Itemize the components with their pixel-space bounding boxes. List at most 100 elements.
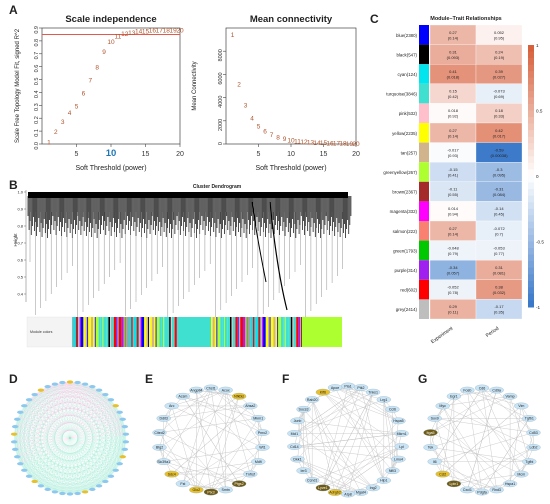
data-point: 5 xyxy=(75,103,79,110)
network-edge xyxy=(62,382,120,413)
network-edge xyxy=(54,384,123,420)
network-edge xyxy=(14,441,120,464)
x-tick-label: 10 xyxy=(287,151,295,158)
colorbar-segment xyxy=(528,103,534,111)
network-edge xyxy=(62,382,116,471)
colorbar-segment xyxy=(528,287,534,295)
network-node xyxy=(394,443,409,450)
cell-pvalue: (0.79) xyxy=(448,251,459,256)
data-point: 6 xyxy=(263,129,267,136)
y-tick-label: 8000 xyxy=(218,49,224,61)
data-point: 16 xyxy=(326,140,334,147)
cell-correlation: -0.15 xyxy=(448,167,458,172)
network-node xyxy=(365,388,381,396)
network-edge xyxy=(467,447,534,491)
network-node-label: Ier3 xyxy=(300,469,306,473)
network-edge xyxy=(54,426,125,492)
colorbar-segment xyxy=(528,130,534,138)
module-color-bar xyxy=(125,317,127,347)
network-edge xyxy=(110,412,120,477)
module-color-bar xyxy=(268,317,270,347)
network-node xyxy=(189,386,204,394)
colorbar-segment xyxy=(528,300,534,308)
module-color-bar xyxy=(260,317,262,347)
network-edge xyxy=(29,476,93,490)
module-color-bar xyxy=(227,317,230,347)
data-point: 20 xyxy=(176,27,184,34)
network-node xyxy=(446,392,462,400)
y-axis-label: Scale Free Topology Model Fit, signed R^… xyxy=(15,28,21,143)
network-edge xyxy=(430,432,522,475)
network-edge xyxy=(69,381,100,486)
network-edge xyxy=(17,419,25,471)
network-node xyxy=(385,405,400,413)
network-edge xyxy=(29,456,123,477)
network-node-label: Il6 xyxy=(433,460,437,464)
network-edge xyxy=(15,426,86,492)
network-node-label: Sox9 xyxy=(431,417,439,421)
colorbar-segment xyxy=(528,90,534,98)
data-point: 2 xyxy=(54,129,58,136)
module-color-bar xyxy=(217,317,221,347)
network-edge xyxy=(297,420,374,488)
network-edge xyxy=(15,384,55,450)
data-point: 16 xyxy=(149,27,157,34)
network-edge xyxy=(210,418,259,493)
module-color-bar xyxy=(133,317,137,347)
network-edge xyxy=(54,384,125,450)
module-color-bar xyxy=(116,317,118,347)
module-color-bar xyxy=(131,317,133,347)
data-point: 7 xyxy=(88,78,92,85)
network-edge xyxy=(15,399,111,450)
module-label: green(1793) xyxy=(393,248,417,253)
network-edge xyxy=(40,390,71,495)
network-edge xyxy=(20,412,41,486)
network-node-label: Cd9a xyxy=(492,388,501,392)
network-node xyxy=(14,417,21,421)
dendrogram-deep-branch xyxy=(269,201,288,311)
network-edge xyxy=(34,419,123,482)
colorbar-segment xyxy=(528,280,534,288)
y-tick-label: 0.7 xyxy=(34,52,40,60)
network-node xyxy=(112,468,119,472)
network-edge xyxy=(17,456,86,492)
network-node-label: Pnrc2 xyxy=(258,431,267,435)
module-color-swatch xyxy=(419,123,429,143)
cell-correlation: -0.052 xyxy=(447,285,459,290)
network-edge xyxy=(15,419,123,427)
cell-pvalue: (0.77) xyxy=(494,251,505,256)
network-node xyxy=(31,479,38,484)
data-point: 18 xyxy=(163,27,171,34)
network-edge xyxy=(17,382,63,457)
colorbar-tick: 0.5 xyxy=(536,109,543,114)
network-node xyxy=(427,415,442,422)
module-color-bar xyxy=(222,317,224,347)
network-node xyxy=(203,384,219,392)
network-node-label: Myc xyxy=(439,404,446,408)
colorbar-segment xyxy=(528,84,534,92)
module-color-bar xyxy=(277,317,279,347)
network-edge xyxy=(294,446,399,460)
colorbar-segment xyxy=(528,254,534,262)
network-edge xyxy=(62,382,123,457)
network-node xyxy=(164,470,179,478)
module-color-bar xyxy=(118,317,122,347)
module-label: tan(257) xyxy=(401,150,418,155)
cell-correlation: -0.3 xyxy=(496,167,504,172)
module-color-bar xyxy=(269,317,271,347)
network-edge xyxy=(434,461,497,491)
network-node xyxy=(435,402,450,410)
module-color-swatch xyxy=(419,181,429,202)
network-node xyxy=(81,382,89,386)
cell-correlation: 0.15 xyxy=(449,89,458,94)
cell-pvalue: (0.14) xyxy=(448,231,459,236)
colorbar-segment xyxy=(528,241,534,249)
network-edge xyxy=(34,390,100,395)
network-edge xyxy=(17,384,86,420)
cell-pvalue: (0.42) xyxy=(448,94,459,99)
network-edge xyxy=(69,412,120,495)
y-tick-label: 2000 xyxy=(218,119,224,131)
network-node xyxy=(522,458,537,465)
module-color-bar xyxy=(281,317,284,347)
